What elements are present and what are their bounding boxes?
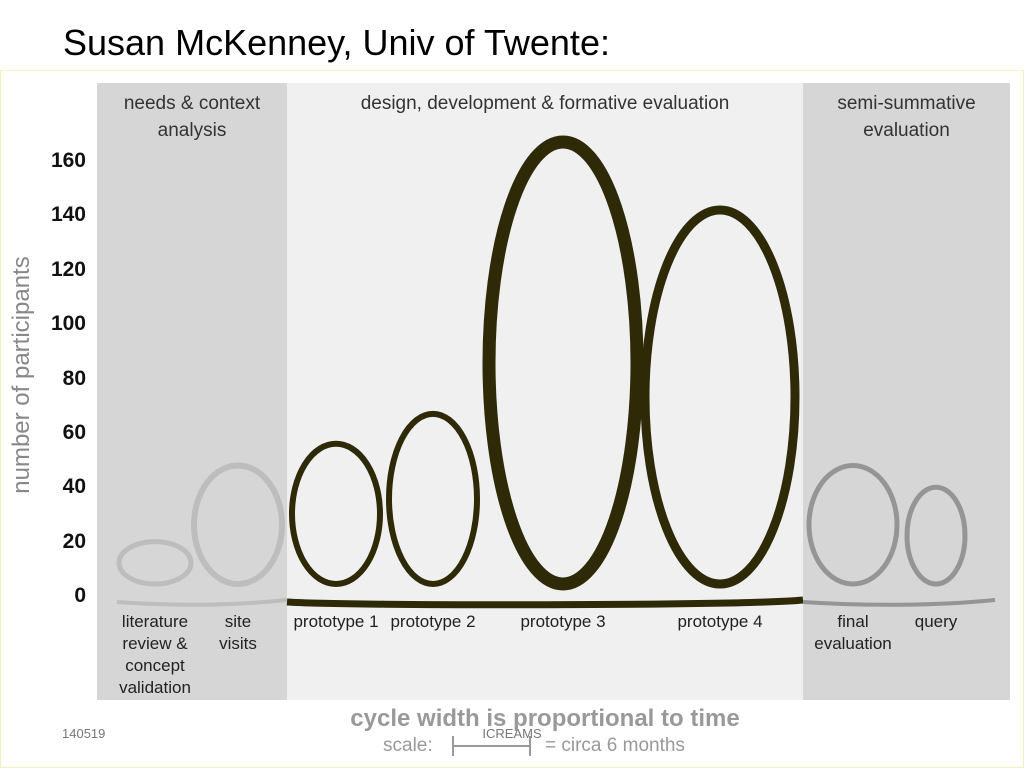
baseline: [286, 596, 804, 609]
loop: [191, 462, 285, 587]
loop-label: final evaluation: [814, 612, 892, 653]
phase-label: design, development & formative evaluati…: [360, 93, 730, 114]
y-axis-label: number of participants: [8, 256, 35, 494]
footer-date: 140519: [62, 726, 106, 741]
y-tick-label: 100: [50, 312, 86, 336]
phase-label: needs & context analysis: [123, 93, 261, 141]
loop-label: site visits: [219, 612, 257, 653]
phase-band: [97, 83, 287, 700]
loop: [904, 484, 968, 587]
scale-note: = circa 6 months: [545, 735, 685, 756]
loop: [806, 463, 900, 587]
loop-label: prototype 2: [390, 612, 476, 631]
loop-label: prototype 4: [677, 612, 763, 631]
y-tick-label: 140: [50, 203, 86, 227]
x-axis-label: cycle width is proportional to time: [350, 705, 740, 732]
y-tick-label: 80: [62, 366, 86, 390]
scale-bracket: [452, 736, 531, 756]
loop-label: prototype 1: [293, 612, 379, 631]
loop: [289, 440, 383, 587]
y-tick-label: 40: [62, 475, 86, 499]
y-tick-label: 120: [50, 257, 86, 281]
baseline: [116, 598, 288, 607]
loop: [640, 205, 800, 589]
scale-label: scale:: [383, 735, 433, 756]
y-tick-label: 160: [50, 149, 86, 172]
phase-band: [287, 83, 803, 700]
loop-label: prototype 3: [520, 612, 606, 631]
loop-label: query: [914, 612, 958, 631]
slide-title: Susan McKenney, Univ of Twente:: [63, 22, 610, 63]
phase-label: semi-summative evaluation: [837, 93, 976, 141]
footer-org: ICREAMS: [482, 726, 542, 741]
loop-label: literature review & concept validation: [119, 612, 191, 697]
y-tick-label: 60: [62, 420, 86, 444]
loop: [482, 135, 644, 591]
phase-band: [803, 83, 1010, 700]
loop: [386, 410, 480, 587]
loop: [116, 539, 194, 587]
y-tick-label: 0: [74, 584, 86, 607]
y-tick-label: 20: [62, 529, 86, 553]
baseline: [802, 598, 996, 607]
